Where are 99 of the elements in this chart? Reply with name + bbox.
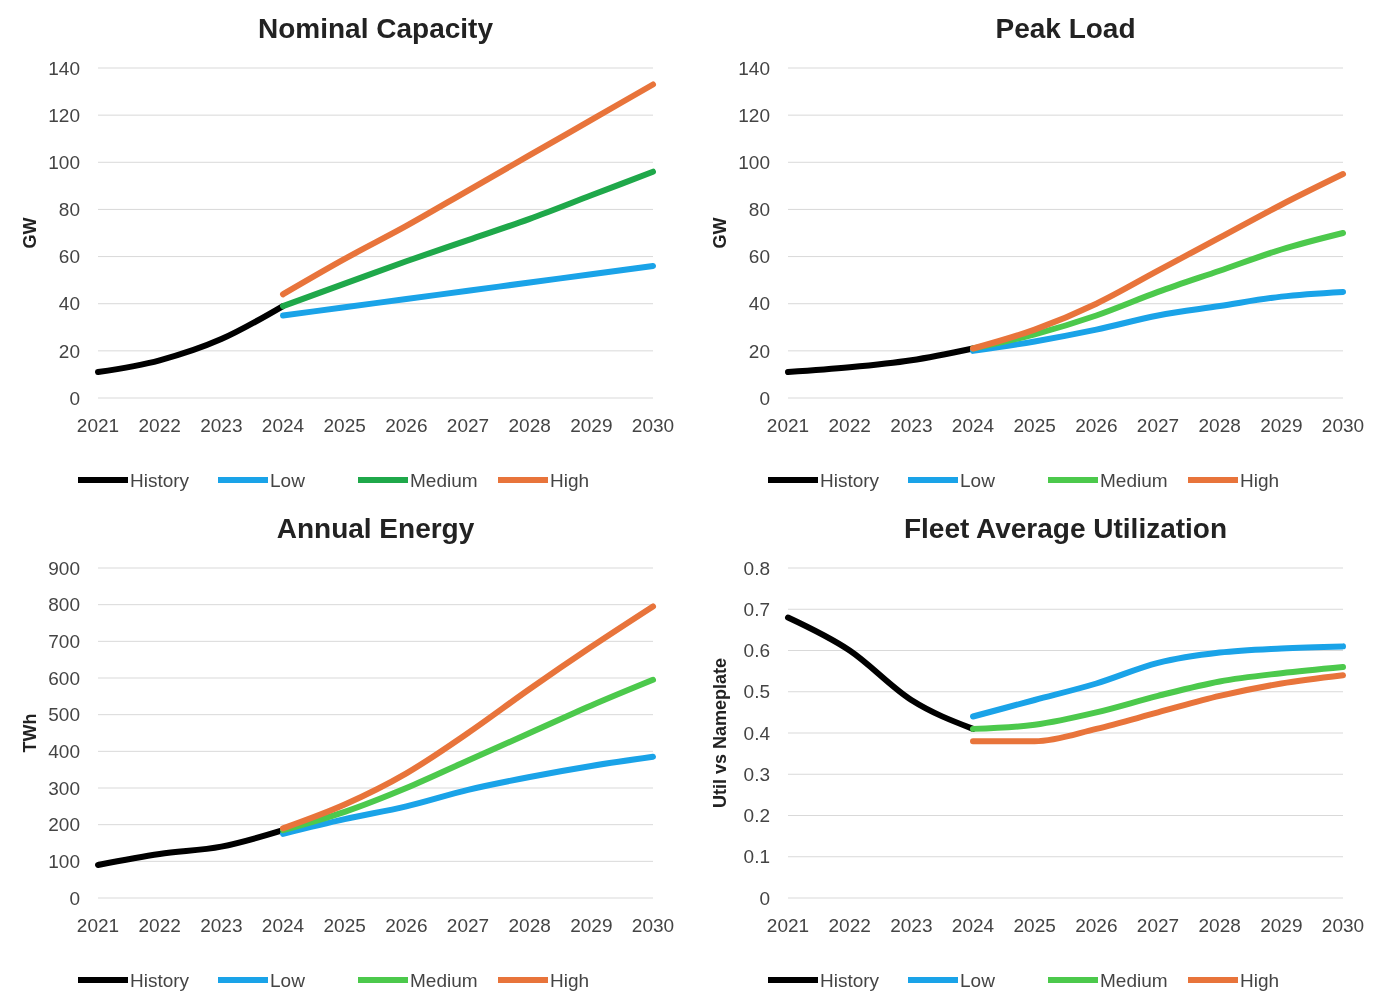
legend-label: Medium: [410, 469, 478, 491]
y-tick-label: 120: [738, 104, 770, 126]
x-tick-label: 2030: [1321, 415, 1365, 436]
x-tick-label: 2021: [766, 415, 810, 436]
y-tick-label: 80: [58, 199, 80, 221]
y-tick-label: 0: [759, 387, 770, 409]
x-tick-label: 2023: [200, 415, 243, 436]
y-tick-label: 0: [69, 887, 80, 909]
legend-label: Medium: [1100, 469, 1168, 491]
x-tick-label: 2029: [1260, 915, 1303, 936]
y-tick-label: 40: [58, 293, 80, 315]
x-tick-label: 2025: [323, 415, 366, 436]
y-tick-label: 300: [48, 777, 80, 799]
x-tick-label: 2028: [508, 415, 551, 436]
y-tick-label: 0: [69, 387, 80, 409]
y-tick-label: 40: [748, 293, 770, 315]
x-tick-label: 2021: [76, 915, 120, 936]
y-tick-label: 700: [48, 630, 80, 652]
x-tick-label: 2024: [261, 415, 305, 436]
y-tick-label: 60: [58, 246, 80, 268]
y-tick-label: 0.1: [743, 846, 770, 868]
y-tick-label: 120: [48, 104, 80, 126]
legend-label: High: [550, 969, 590, 991]
chart-title: Peak Load: [995, 13, 1136, 44]
x-tick-label: 2022: [138, 415, 181, 436]
legend-label: High: [550, 469, 590, 491]
x-tick-label: 2026: [1075, 415, 1118, 436]
x-tick-label: 2026: [385, 915, 428, 936]
x-tick-label: 2022: [828, 915, 871, 936]
y-tick-label: 200: [48, 814, 80, 836]
y-tick-label: 500: [48, 704, 80, 726]
x-tick-label: 2027: [1136, 415, 1180, 436]
chart-title: Nominal Capacity: [258, 13, 494, 44]
x-tick-label: 2023: [890, 915, 933, 936]
y-tick-label: 0.8: [743, 557, 770, 579]
y-axis-title: GW: [20, 217, 40, 249]
x-tick-label: 2024: [261, 915, 305, 936]
x-tick-label: 2027: [1136, 915, 1180, 936]
legend-label: History: [130, 969, 190, 991]
y-tick-label: 100: [738, 151, 770, 173]
x-tick-label: 2024: [951, 915, 995, 936]
legend-label: High: [1240, 969, 1280, 991]
x-tick-label: 2025: [1013, 415, 1056, 436]
x-tick-label: 2027: [446, 415, 490, 436]
legend-label: Medium: [410, 969, 478, 991]
legend-label: High: [1240, 469, 1280, 491]
y-tick-label: 0.3: [743, 763, 770, 785]
legend-label: History: [820, 969, 880, 991]
y-tick-label: 20: [58, 340, 80, 362]
x-tick-label: 2028: [1198, 415, 1241, 436]
x-tick-label: 2028: [1198, 915, 1241, 936]
y-axis-title: GW: [710, 217, 730, 249]
y-tick-label: 0.7: [743, 598, 770, 620]
y-tick-label: 60: [748, 246, 770, 268]
legend-label: Low: [270, 969, 306, 991]
x-tick-label: 2029: [570, 915, 613, 936]
x-tick-label: 2030: [631, 915, 675, 936]
x-tick-label: 2021: [766, 915, 810, 936]
x-tick-label: 2029: [570, 415, 613, 436]
x-tick-label: 2025: [1013, 915, 1056, 936]
x-tick-label: 2030: [1321, 915, 1365, 936]
x-tick-label: 2022: [828, 415, 871, 436]
legend-label: Medium: [1100, 969, 1168, 991]
y-tick-label: 900: [48, 557, 80, 579]
legend-label: Low: [960, 469, 996, 491]
y-axis-title: TWh: [20, 713, 40, 753]
y-tick-label: 100: [48, 850, 80, 872]
chart-title: Annual Energy: [276, 513, 475, 544]
y-tick-label: 0.5: [743, 681, 770, 703]
y-tick-label: 80: [748, 199, 770, 221]
y-tick-label: 600: [48, 667, 80, 689]
legend-label: History: [130, 469, 190, 491]
y-tick-label: 0: [759, 887, 770, 909]
y-tick-label: 400: [48, 740, 80, 762]
x-tick-label: 2026: [385, 415, 428, 436]
y-tick-label: 0.2: [743, 805, 770, 827]
y-tick-label: 140: [48, 57, 80, 79]
legend-label: Low: [270, 469, 306, 491]
x-tick-label: 2021: [76, 415, 120, 436]
x-tick-label: 2026: [1075, 915, 1118, 936]
x-tick-label: 2024: [951, 415, 995, 436]
x-tick-label: 2028: [508, 915, 551, 936]
x-tick-label: 2023: [890, 415, 933, 436]
y-axis-title: Util vs Nameplate: [710, 657, 730, 809]
chart-title: Fleet Average Utilization: [903, 513, 1228, 544]
x-tick-label: 2027: [446, 915, 490, 936]
y-tick-label: 100: [48, 151, 80, 173]
y-tick-label: 20: [748, 340, 770, 362]
y-tick-label: 140: [738, 57, 770, 79]
y-tick-label: 0.4: [743, 722, 771, 744]
x-tick-label: 2030: [631, 415, 675, 436]
x-tick-label: 2029: [1260, 415, 1303, 436]
x-tick-label: 2022: [138, 915, 181, 936]
y-tick-label: 0.6: [743, 640, 770, 662]
legend-label: History: [820, 469, 880, 491]
x-tick-label: 2023: [200, 915, 243, 936]
legend-label: Low: [960, 969, 996, 991]
y-tick-label: 800: [48, 594, 80, 616]
x-tick-label: 2025: [323, 915, 366, 936]
